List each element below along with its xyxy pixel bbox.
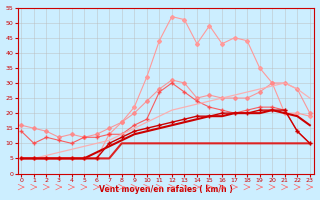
X-axis label: Vent moyen/en rafales ( km/h ): Vent moyen/en rafales ( km/h ) (99, 185, 232, 194)
